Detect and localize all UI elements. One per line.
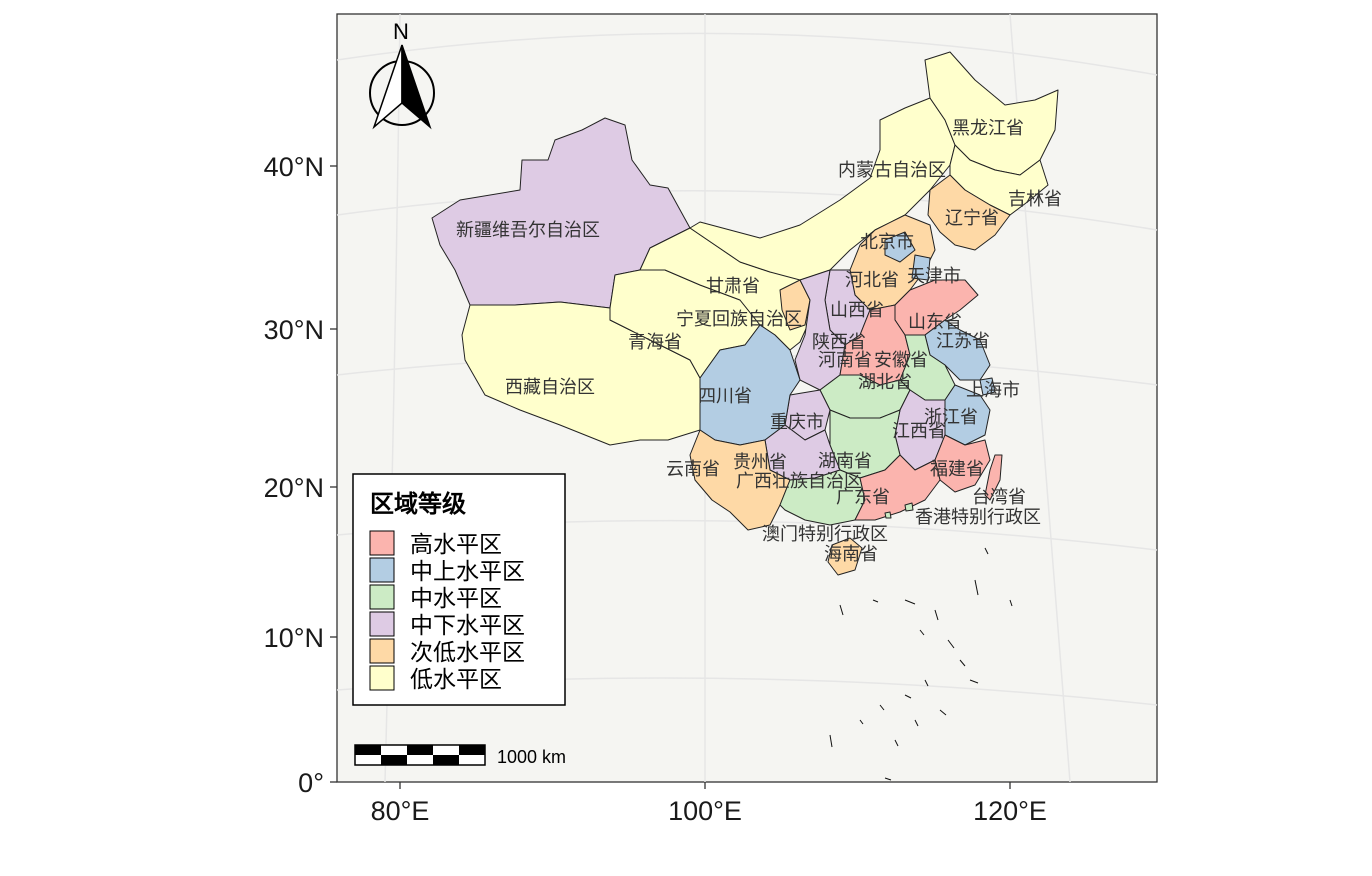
y-tick-0: 0° [298,768,324,798]
label-liaoning: 辽宁省 [945,208,999,229]
label-hunan: 湖南省 [818,451,872,472]
legend-label: 中下水平区 [410,613,525,639]
y-tick-30: 30°N [264,315,324,345]
label-jiangxi: 江西省 [892,421,946,442]
label-shandong: 山东省 [908,312,962,333]
y-axis [330,165,337,783]
legend-title: 区域等级 [370,490,466,518]
province-layer [431,51,1059,576]
label-guangdong: 广东省 [836,487,890,508]
label-yunnan: 云南省 [666,459,720,480]
legend-label: 低水平区 [410,667,502,693]
y-tick-40: 40°N [264,152,324,182]
legend-swatch [369,611,395,637]
x-axis [399,782,1011,789]
x-tick-100: 100°E [668,796,742,826]
label-shaanxi: 陕西省 [812,332,866,353]
province-liaoning[interactable] [927,174,1011,251]
x-tick-80: 80°E [371,796,430,826]
label-fujian: 福建省 [930,459,984,480]
north-arrow-right [401,44,432,130]
label-jiangsu: 江苏省 [936,331,990,352]
legend-label: 中水平区 [410,586,502,612]
label-shanghai: 上海市 [966,380,1020,401]
legend-label: 次低水平区 [410,640,525,666]
scale-bar: 1000 km [354,744,566,767]
legend-label: 高水平区 [410,532,502,558]
label-heilongjiang: 黑龙江省 [952,118,1024,139]
province-labels: 黑龙江省 内蒙古自治区 吉林省 辽宁省 新疆维吾尔自治区 北京市 天津市 河北省… [456,118,1062,565]
label-anhui: 安徽省 [874,350,928,371]
legend-swatch [369,638,395,664]
south-sea-islands [829,547,1013,781]
label-neimenggu: 内蒙古自治区 [838,160,946,181]
province-shanghai[interactable] [979,377,996,396]
label-guangxi: 广西壮族自治区 [736,471,862,492]
label-hongkong: 香港特别行政区 [915,507,1041,528]
label-zhejiang: 浙江省 [924,407,978,428]
label-beijing: 北京市 [860,232,914,253]
province-tianjin[interactable] [911,254,931,281]
label-hainan: 海南省 [824,544,878,565]
label-macau: 澳门特别行政区 [762,524,888,545]
north-label: N [393,19,409,44]
label-xizang: 西藏自治区 [505,377,595,398]
x-tick-120: 120°E [973,796,1047,826]
label-chongqing: 重庆市 [770,412,824,433]
label-ningxia: 宁夏回族自治区 [676,309,802,330]
label-jilin: 吉林省 [1008,189,1062,210]
label-shanxi: 山西省 [830,300,884,321]
province-hongkong[interactable] [904,502,914,512]
legend-swatch [369,530,395,556]
north-arrow: N [369,19,435,130]
province-beijing[interactable] [884,231,916,263]
legend-swatch [369,584,395,610]
label-sichuan: 四川省 [698,386,752,407]
province-macau[interactable] [884,511,892,519]
y-tick-10: 10°N [264,623,324,653]
province-guangdong[interactable] [854,454,941,521]
legend-label: 中上水平区 [410,559,525,585]
province-yunnan[interactable] [689,429,791,531]
legend-swatch [369,665,395,691]
label-guizhou: 贵州省 [733,452,787,473]
label-henan: 河南省 [818,350,872,371]
label-hebei: 河北省 [845,270,899,291]
label-qinghai: 青海省 [628,332,682,353]
label-tianjin: 天津市 [907,266,961,287]
label-taiwan: 台湾省 [972,487,1026,508]
province-hainan[interactable] [827,537,863,576]
legend-swatch [369,557,395,583]
label-xinjiang: 新疆维吾尔自治区 [456,220,600,241]
label-gansu: 甘肃省 [706,276,760,297]
province-fujian[interactable] [934,434,991,493]
scale-bar-label: 1000 km [497,747,566,767]
y-tick-20: 20°N [264,473,324,503]
province-taiwan[interactable] [984,454,1003,501]
label-hubei: 湖北省 [858,372,912,393]
